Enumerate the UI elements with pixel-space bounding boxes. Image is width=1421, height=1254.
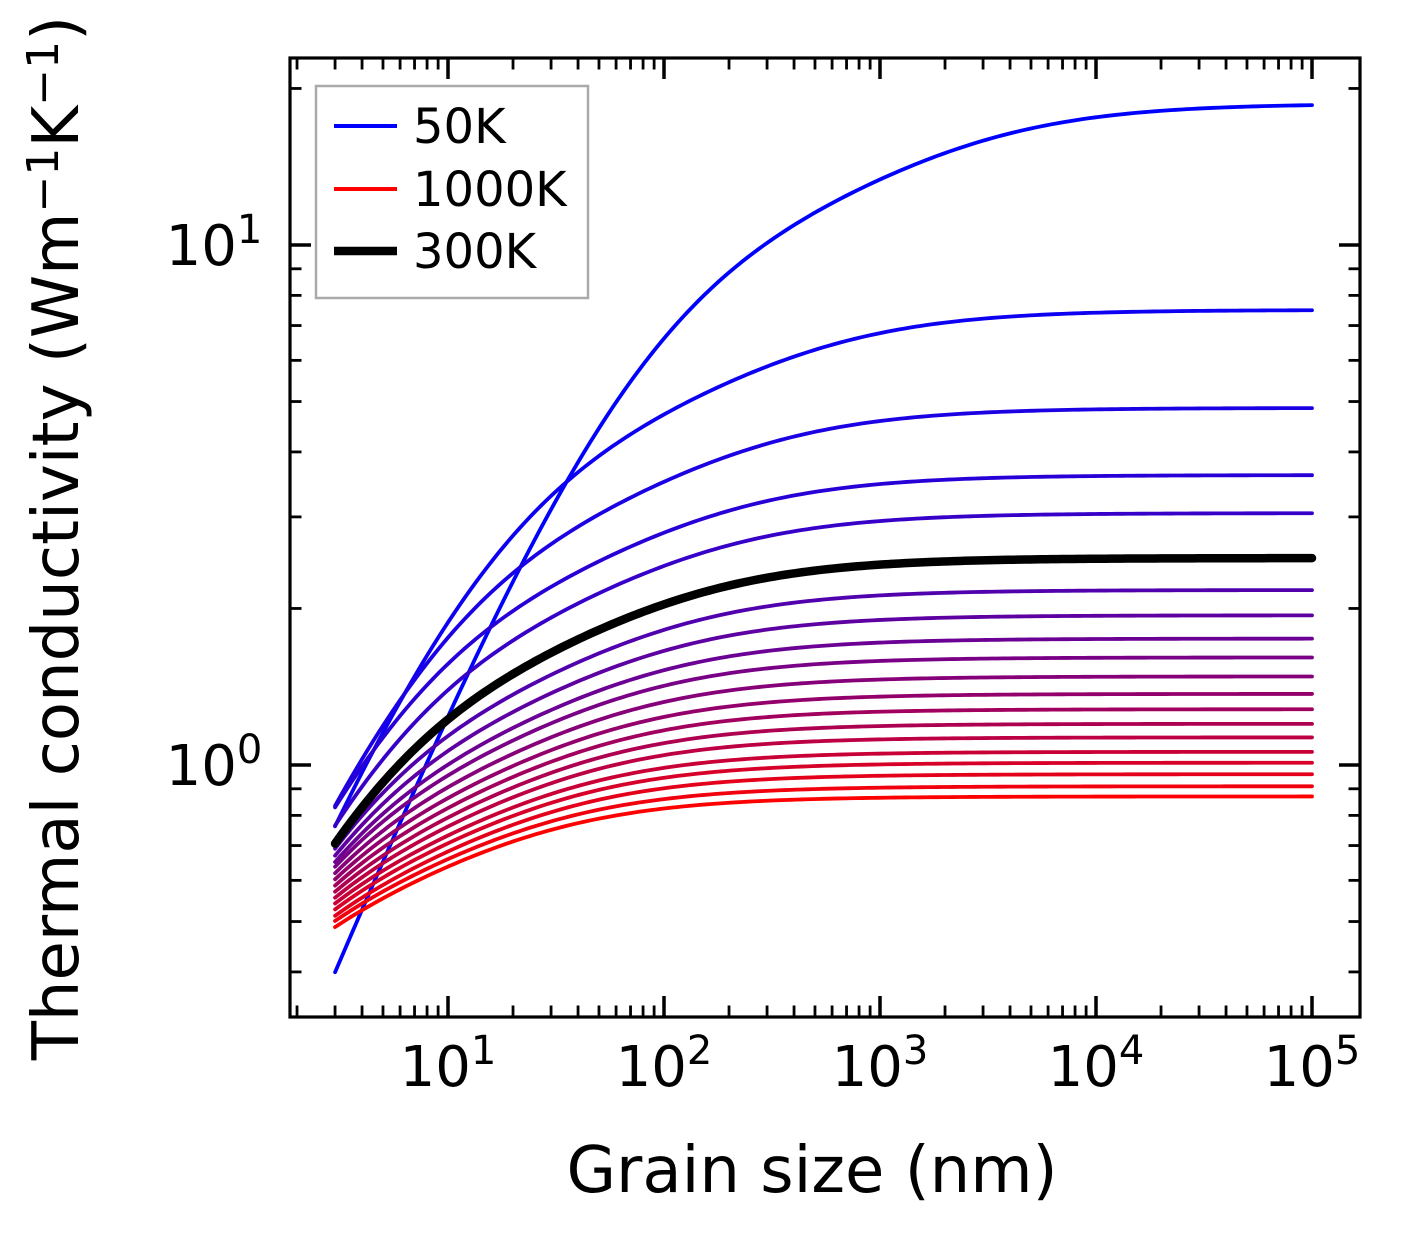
curve-100K xyxy=(333,308,1314,829)
curve-350K xyxy=(333,588,1314,851)
x-tick-labels: 101 102 103 104 105 xyxy=(400,1028,1361,1100)
curve-550K xyxy=(333,674,1314,876)
legend-label-50k: 50K xyxy=(413,99,507,155)
curve-650K xyxy=(333,707,1314,888)
curve-500K xyxy=(333,655,1314,869)
y-axis-label: Thermal conductivity (Wm−1K−1) xyxy=(18,16,94,1061)
x-tick-label: 101 xyxy=(400,1028,497,1100)
curve-300K xyxy=(330,553,1317,848)
curve-600K xyxy=(333,692,1314,882)
x-tick-label: 102 xyxy=(616,1028,713,1100)
curve-850K xyxy=(333,760,1314,912)
curve-200K xyxy=(333,473,1314,810)
curve-lines xyxy=(330,103,1317,975)
legend: 50K 1000K 300K xyxy=(314,84,590,300)
curve-1000K xyxy=(333,794,1314,929)
curve-700K xyxy=(333,721,1314,894)
curve-50K xyxy=(333,103,1314,975)
x-tick-label: 104 xyxy=(1048,1028,1145,1100)
y-tick-label: 100 xyxy=(166,727,263,799)
y-tick-labels: 100 101 xyxy=(166,207,263,799)
curve-400K xyxy=(333,613,1314,858)
legend-box xyxy=(314,84,590,300)
curve-900K xyxy=(333,772,1314,918)
curve-800K xyxy=(333,749,1314,906)
curve-750K xyxy=(333,735,1314,900)
curve-450K xyxy=(333,636,1314,864)
x-tick-label: 105 xyxy=(1264,1028,1361,1100)
x-axis-label: Grain size (nm) xyxy=(566,1134,1057,1208)
legend-label-1000k: 1000K xyxy=(413,162,568,218)
legend-label-300k: 300K xyxy=(413,224,538,280)
curve-250K xyxy=(333,511,1314,828)
y-tick-label: 101 xyxy=(166,207,263,279)
curve-150K xyxy=(333,406,1314,808)
curve-950K xyxy=(333,784,1314,923)
axis-ticks xyxy=(290,58,1360,1017)
x-tick-label: 103 xyxy=(832,1028,929,1100)
